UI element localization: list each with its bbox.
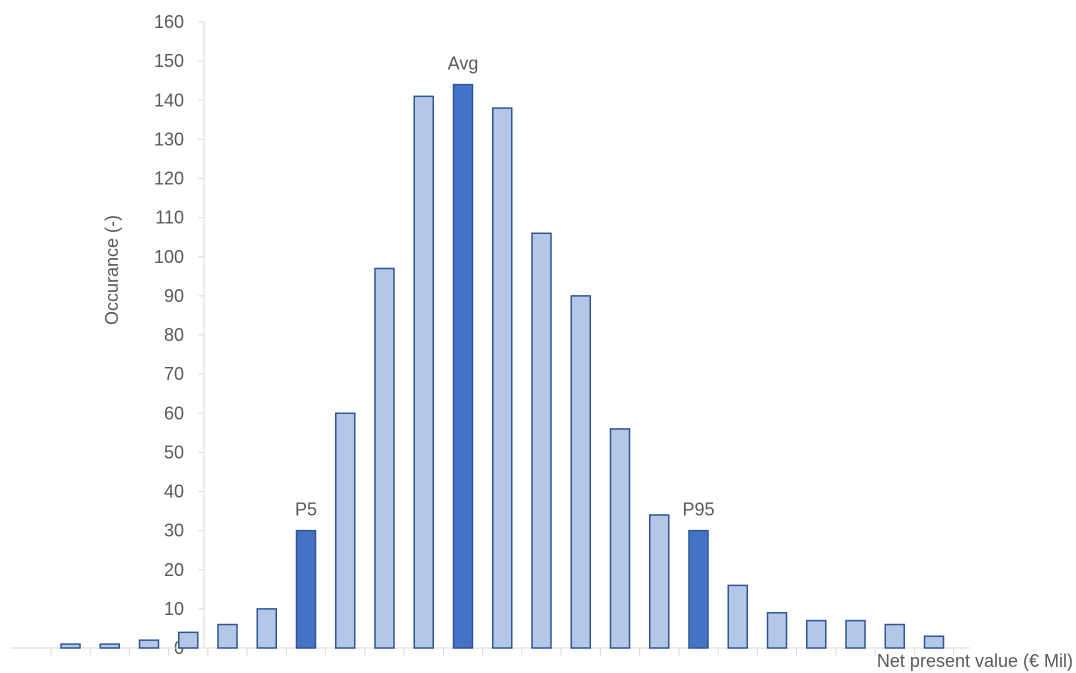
bar bbox=[217, 623, 238, 649]
bar bbox=[335, 412, 356, 649]
highlighted-bar bbox=[295, 529, 317, 649]
y-tick-label: 110 bbox=[155, 208, 184, 228]
y-tick-label: 80 bbox=[164, 325, 184, 345]
bar bbox=[60, 643, 81, 649]
bar bbox=[256, 608, 277, 649]
bar bbox=[413, 95, 434, 649]
y-tick-label: 120 bbox=[154, 169, 184, 189]
bars bbox=[60, 83, 945, 649]
bar bbox=[609, 428, 631, 649]
y-tick-label: 60 bbox=[164, 403, 184, 423]
bar bbox=[766, 612, 788, 649]
y-tick-label: 140 bbox=[154, 90, 184, 110]
y-tick-label: 70 bbox=[164, 364, 184, 384]
bar bbox=[99, 643, 120, 649]
y-tick-label: 160 bbox=[154, 12, 184, 32]
bar bbox=[727, 584, 748, 649]
bar bbox=[374, 267, 395, 649]
bar-annotation-label: Avg bbox=[448, 54, 479, 74]
bar bbox=[178, 631, 199, 649]
bar-annotation-label: P5 bbox=[295, 500, 317, 520]
bar bbox=[884, 623, 905, 649]
y-tick-label: 150 bbox=[154, 51, 184, 71]
y-axis: 0102030405060708090100110120130140150160 bbox=[154, 12, 205, 658]
highlighted-bar bbox=[452, 83, 474, 649]
highlighted-bar bbox=[688, 529, 709, 649]
x-axis bbox=[10, 647, 970, 656]
y-tick-label: 100 bbox=[154, 247, 184, 267]
bar bbox=[845, 619, 866, 649]
y-tick-label: 130 bbox=[154, 129, 184, 149]
y-tick-label: 40 bbox=[164, 482, 184, 502]
bar-annotations: P5 Avg P95 bbox=[295, 54, 715, 520]
bar bbox=[923, 635, 945, 649]
bar bbox=[806, 619, 827, 649]
bar bbox=[531, 232, 552, 649]
y-tick-label: 20 bbox=[164, 560, 184, 580]
y-tick-label: 30 bbox=[164, 521, 184, 541]
bar bbox=[649, 514, 670, 649]
bar bbox=[570, 295, 591, 649]
y-tick-label: 50 bbox=[164, 442, 184, 462]
y-tick-label: 90 bbox=[164, 286, 184, 306]
bar bbox=[138, 639, 160, 649]
y-axis-title: Occurance (-) bbox=[102, 215, 122, 325]
x-axis-title: Net present value (€ Mil) bbox=[877, 651, 1073, 671]
y-tick-label: 10 bbox=[164, 599, 184, 619]
bar-annotation-label: P95 bbox=[682, 500, 714, 520]
bar bbox=[492, 107, 513, 649]
